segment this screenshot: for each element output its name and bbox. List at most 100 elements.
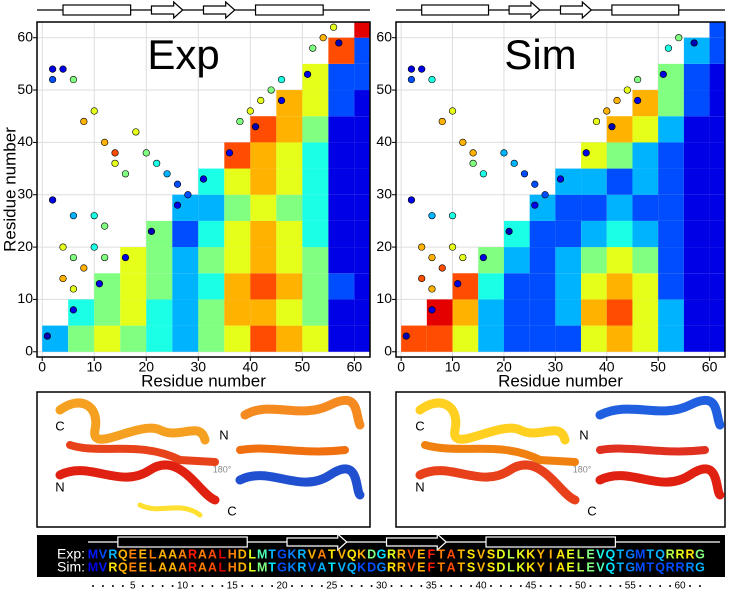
heat-cell — [581, 247, 607, 274]
structure-label: N — [415, 479, 424, 494]
heat-cell — [224, 247, 251, 274]
contact — [59, 65, 67, 73]
residue: E — [566, 547, 574, 561]
residue-dot — [509, 585, 512, 587]
heat-cell — [709, 116, 725, 143]
contact — [49, 196, 57, 204]
residue: T — [646, 547, 654, 561]
contact — [329, 23, 338, 31]
residue: T — [268, 560, 276, 574]
residue-dot — [161, 585, 164, 587]
tick-bg — [524, 580, 537, 592]
heat-cell — [198, 247, 225, 274]
heat-cell — [146, 247, 173, 274]
x-tick-label: 0 — [38, 359, 46, 375]
residue-dot — [569, 585, 572, 587]
tick-bg — [176, 580, 189, 592]
contact — [69, 75, 78, 84]
residue: Q — [347, 560, 357, 574]
alignment-tick: 35 — [426, 581, 438, 592]
contact — [402, 332, 410, 340]
heat-cell — [606, 247, 633, 274]
residue-dot — [92, 585, 94, 587]
y-axis-label: Residue number — [0, 127, 19, 252]
heat-cell — [120, 299, 147, 326]
residue: A — [198, 547, 207, 561]
residue: Q — [118, 560, 128, 574]
contact — [664, 44, 673, 52]
y-tick-label: 40 — [376, 133, 392, 149]
residue: R — [666, 547, 675, 561]
residue: E — [129, 547, 137, 561]
residue: Y — [537, 547, 546, 561]
heat-cell — [120, 325, 147, 352]
residue: V — [338, 560, 347, 574]
heat-cell — [581, 273, 607, 300]
heat-cell — [250, 299, 277, 326]
heat-cell — [632, 194, 659, 221]
residue: T — [617, 547, 625, 561]
residue: Q — [655, 547, 665, 561]
contact — [69, 212, 78, 220]
heat-cell — [632, 273, 659, 300]
residue-dot — [291, 585, 293, 587]
contact — [428, 212, 436, 220]
residue: R — [685, 547, 694, 561]
heat-cell — [276, 299, 303, 326]
residue: G — [377, 560, 387, 574]
residue: E — [417, 560, 425, 574]
residue: A — [447, 547, 456, 561]
strand — [508, 0, 541, 20]
residue: A — [447, 560, 456, 574]
tick-bg — [325, 580, 338, 592]
heat-cell — [709, 142, 725, 169]
heat-cell — [250, 168, 277, 195]
x-tick-label: 30 — [548, 359, 564, 375]
residue-dot — [450, 585, 453, 587]
heat-cell — [658, 220, 684, 248]
residue-dot — [370, 585, 373, 587]
residue: G — [377, 547, 387, 561]
residue-dot — [698, 585, 701, 587]
residue: R — [676, 547, 685, 561]
residue: D — [367, 560, 376, 574]
residue: M — [88, 560, 98, 574]
y-tick-label: 50 — [376, 81, 392, 97]
residue: A — [556, 547, 565, 561]
helix — [485, 536, 616, 548]
heat-cell — [606, 273, 633, 300]
heat-cell — [581, 168, 607, 195]
heat-cell — [354, 116, 370, 143]
heat-cell — [555, 247, 582, 274]
structure-label: C — [587, 503, 596, 518]
residue: L — [219, 547, 227, 561]
residue-dot — [460, 585, 463, 587]
alignment-tick: 45 — [525, 581, 537, 592]
contact — [608, 123, 616, 131]
tick-bg — [276, 580, 289, 592]
heat-cell — [658, 273, 684, 300]
contact — [184, 191, 192, 199]
heat-cell — [606, 168, 633, 195]
residue: A — [158, 547, 167, 561]
tick-bg — [226, 580, 239, 592]
heat-cell — [606, 299, 633, 326]
heat-cell — [224, 220, 251, 248]
heat-cell — [555, 273, 582, 300]
residue: K — [357, 560, 366, 574]
heat-cell — [302, 247, 329, 274]
heat-cell — [302, 142, 329, 169]
heat-cell — [426, 325, 453, 352]
residue: T — [457, 560, 465, 574]
heat-cell — [632, 325, 659, 352]
contact — [582, 149, 590, 157]
residue: V — [596, 560, 605, 574]
contact — [251, 123, 260, 131]
residue-dot — [440, 585, 443, 587]
heat-cell — [94, 299, 121, 326]
contact — [101, 222, 109, 230]
residue-dot — [470, 585, 473, 587]
heat-cell — [606, 220, 633, 248]
heat-cell — [555, 299, 582, 326]
heat-cell — [328, 299, 355, 326]
